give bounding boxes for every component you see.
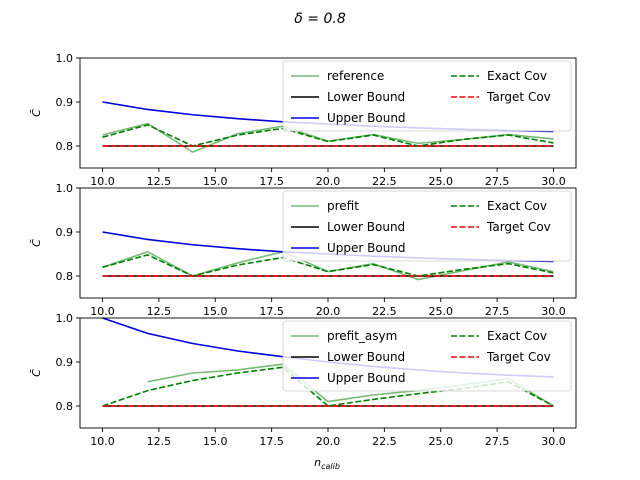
y-tick-label: 0.8	[56, 400, 74, 413]
x-tick-label: 12.5	[147, 175, 172, 188]
x-axis-label: ncalib	[314, 456, 340, 471]
y-axis-label: C̄	[30, 109, 43, 117]
x-tick-label: 17.5	[259, 435, 284, 448]
legend-label-exact: Exact Cov	[487, 329, 547, 343]
legend-label-reference: prefit	[327, 199, 359, 213]
y-tick-label: 1.0	[56, 52, 74, 65]
legend-label-exact: Exact Cov	[487, 69, 547, 83]
chart-panel-2: 10.0 12.5 15.0 17.5 20.0 22.5 25.0 27.5 30.0 0.8 0…	[30, 182, 577, 318]
x-axis-label-subscript: calib	[321, 462, 340, 471]
x-tick-label: 12.5	[147, 435, 172, 448]
x-tick-label: 22.5	[372, 435, 397, 448]
legend-box	[282, 190, 572, 262]
legend-label-lower: Lower Bound	[327, 350, 405, 364]
x-tick-label: 15.0	[203, 435, 228, 448]
legend: prefit_asym Lower Bound Upper Bound Exact C…	[282, 320, 572, 392]
chart-panel-1: 10.0 12.5 15.0 17.5 20.0 22.5 25.0 27.5 30.0 0.8 0…	[30, 52, 577, 188]
legend: prefit Lower Bound Upper Bound Exact Cov Tar…	[282, 190, 572, 262]
legend-box	[282, 60, 572, 132]
y-tick-label: 0.9	[56, 356, 74, 369]
x-tick-label: 20.0	[316, 175, 341, 188]
y-tick-label: 0.8	[56, 140, 74, 153]
series-line-exact	[102, 254, 554, 277]
x-tick-label: 10.0	[90, 175, 115, 188]
x-tick-label: 25.0	[428, 435, 453, 448]
x-tick-label: 22.5	[372, 175, 397, 188]
legend-label-target: Target Cov	[486, 220, 551, 234]
series-line-reference	[102, 250, 554, 281]
x-tick-label: 17.5	[259, 175, 284, 188]
x-tick-label: 25.0	[428, 305, 453, 318]
legend: reference Lower Bound Upper Bound Exact Cov…	[282, 60, 572, 132]
legend-label-reference: reference	[327, 69, 384, 83]
legend-label-lower: Lower Bound	[327, 220, 405, 234]
x-tick-label: 15.0	[203, 175, 228, 188]
legend-label-reference: prefit_asym	[327, 329, 397, 343]
figure-suptitle: δ = 0.8	[294, 11, 346, 27]
y-tick-label: 0.8	[56, 270, 74, 283]
x-tick-label: 15.0	[203, 305, 228, 318]
x-tick-label: 17.5	[259, 305, 284, 318]
x-tick-label: 12.5	[147, 305, 172, 318]
x-tick-label: 10.0	[90, 305, 115, 318]
legend-label-upper: Upper Bound	[327, 371, 406, 385]
x-tick-label: 30.0	[541, 305, 566, 318]
x-tick-label: 20.0	[316, 435, 341, 448]
series-line-exact	[102, 124, 554, 147]
legend-label-exact: Exact Cov	[487, 199, 547, 213]
x-tick-label: 22.5	[372, 305, 397, 318]
x-tick-label: 27.5	[485, 435, 510, 448]
chart-panels: 10.0 12.5 15.0 17.5 20.0 22.5 25.0 27.5 30.0 0.8 0…	[30, 52, 577, 448]
y-tick-label: 0.9	[56, 226, 74, 239]
x-tick-label: 27.5	[485, 175, 510, 188]
x-tick-label: 27.5	[485, 305, 510, 318]
y-tick-label: 1.0	[56, 312, 74, 325]
chart-panel-3: 10.0 12.5 15.0 17.5 20.0 22.5 25.0 27.5 30.0 0.8 0…	[30, 312, 577, 448]
x-axis-label-main: n	[314, 456, 321, 469]
legend-label-target: Target Cov	[486, 90, 551, 104]
y-axis-label: C̄	[30, 239, 43, 247]
legend-label-upper: Upper Bound	[327, 111, 406, 125]
x-tick-label: 30.0	[541, 435, 566, 448]
y-axis-label: C̄	[30, 369, 43, 377]
x-tick-label: 25.0	[428, 175, 453, 188]
legend-label-target: Target Cov	[486, 350, 551, 364]
y-tick-label: 1.0	[56, 182, 74, 195]
legend-label-upper: Upper Bound	[327, 241, 406, 255]
x-tick-label: 30.0	[541, 175, 566, 188]
y-tick-label: 0.9	[56, 96, 74, 109]
legend-box	[282, 320, 572, 392]
legend-label-lower: Lower Bound	[327, 90, 405, 104]
x-tick-label: 20.0	[316, 305, 341, 318]
x-tick-label: 10.0	[90, 435, 115, 448]
